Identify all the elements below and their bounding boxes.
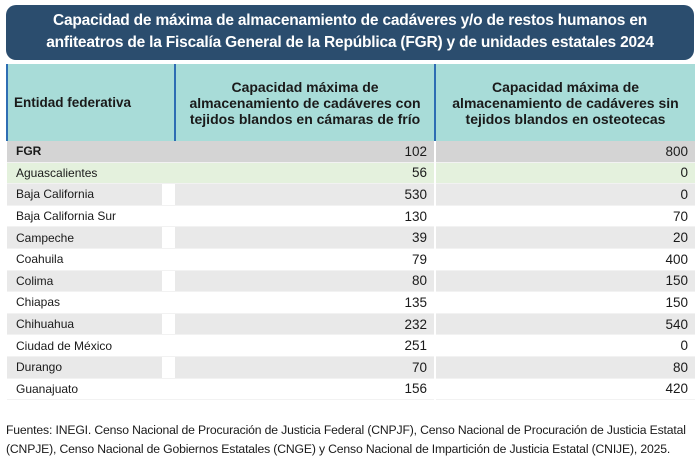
entity-cell: Campeche bbox=[7, 226, 175, 249]
entity-cell: Baja California Sur bbox=[7, 205, 175, 227]
table-title: Capacidad de máxima de almacenamiento de… bbox=[6, 5, 694, 60]
table-row: Chihuahua 232 540 bbox=[7, 313, 695, 335]
header-entity: Entidad federativa bbox=[6, 64, 175, 141]
table-row: Campeche 39 20 bbox=[7, 226, 695, 249]
bones-value-cell: 540 bbox=[435, 313, 695, 335]
table-header-row: Entidad federativa Capacidad máxima de a… bbox=[6, 64, 695, 141]
sources-line-1: Fuentes: INEGI. Censo Nacional de Procur… bbox=[6, 423, 686, 437]
entity-cell: Ciudad de México bbox=[7, 334, 175, 357]
cold-value-cell: 39 bbox=[175, 226, 436, 249]
cold-value-cell: 156 bbox=[175, 378, 436, 400]
header-bone-storage: Capacidad máxima de almacenamiento de ca… bbox=[435, 64, 695, 141]
entity-cell: Aguascalientes bbox=[7, 162, 175, 184]
cold-value-cell: 251 bbox=[175, 334, 436, 357]
table-row: Durango 70 80 bbox=[7, 356, 695, 379]
entity-cell: Coahuila bbox=[7, 248, 175, 271]
cold-value-cell: 130 bbox=[175, 205, 436, 227]
bones-value-cell: 420 bbox=[435, 378, 695, 400]
bones-value-cell: 20 bbox=[435, 226, 695, 249]
cold-value-cell: 102 bbox=[175, 141, 436, 163]
table-row: Aguascalientes 56 0 bbox=[7, 162, 695, 184]
bones-value-cell: 800 bbox=[435, 141, 695, 163]
bones-value-cell: 0 bbox=[435, 183, 695, 206]
table-row: Baja California Sur 130 70 bbox=[7, 205, 695, 227]
table-row: FGR 102 800 bbox=[7, 141, 695, 163]
cold-value-cell: 530 bbox=[175, 183, 436, 206]
header-cold-storage: Capacidad máxima de almacenamiento de ca… bbox=[174, 64, 436, 141]
bones-value-cell: 80 bbox=[435, 356, 695, 379]
bones-value-cell: 400 bbox=[435, 248, 695, 271]
title-line-2: anfiteatros de la Fiscalía General de la… bbox=[46, 34, 654, 51]
table-row: Baja California 530 0 bbox=[7, 183, 695, 206]
entity-cell: Baja California bbox=[7, 183, 175, 206]
title-line-1: Capacidad de máxima de almacenamiento de… bbox=[52, 12, 648, 29]
entity-cell: FGR bbox=[7, 141, 175, 163]
cold-value-cell: 135 bbox=[175, 291, 436, 314]
table-row: Colima 80 150 bbox=[7, 270, 695, 292]
bones-value-cell: 0 bbox=[435, 334, 695, 357]
cold-value-cell: 56 bbox=[175, 162, 436, 184]
table-row: Guanajuato 156 420 bbox=[7, 378, 695, 400]
table-row: Ciudad de México 251 0 bbox=[7, 334, 695, 357]
capacity-table: Entidad federativa Capacidad máxima de a… bbox=[6, 64, 695, 400]
cold-value-cell: 70 bbox=[175, 356, 436, 379]
entity-cell: Chihuahua bbox=[7, 313, 175, 335]
sources-note: Fuentes: INEGI. Censo Nacional de Procur… bbox=[6, 421, 696, 459]
entity-cell: Guanajuato bbox=[7, 378, 175, 400]
cold-value-cell: 80 bbox=[175, 270, 436, 292]
entity-cell: Durango bbox=[7, 356, 175, 379]
cold-value-cell: 232 bbox=[175, 313, 436, 335]
bones-value-cell: 150 bbox=[435, 291, 695, 314]
table-row: Coahuila 79 400 bbox=[7, 248, 695, 271]
bones-value-cell: 150 bbox=[435, 270, 695, 292]
bones-value-cell: 70 bbox=[435, 205, 695, 227]
table-row: Chiapas 135 150 bbox=[7, 291, 695, 314]
bones-value-cell: 0 bbox=[435, 162, 695, 184]
entity-cell: Chiapas bbox=[7, 291, 175, 314]
entity-cell: Colima bbox=[7, 270, 175, 292]
sources-line-2: (CNPJE), Censo Nacional de Gobiernos Est… bbox=[6, 442, 671, 456]
cold-value-cell: 79 bbox=[175, 248, 436, 271]
